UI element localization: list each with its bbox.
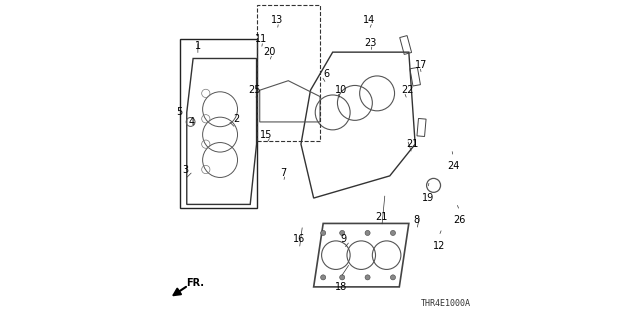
Text: 10: 10: [335, 85, 347, 95]
Circle shape: [321, 230, 326, 236]
Text: 2: 2: [233, 114, 239, 124]
Circle shape: [365, 230, 370, 236]
Text: 16: 16: [293, 234, 305, 244]
Text: THR4E1000A: THR4E1000A: [420, 299, 470, 308]
Circle shape: [390, 230, 396, 236]
Bar: [410, 68, 420, 86]
Text: 6: 6: [323, 69, 330, 79]
Text: 14: 14: [363, 15, 375, 25]
Bar: [400, 36, 412, 54]
Circle shape: [365, 275, 370, 280]
Circle shape: [340, 230, 345, 236]
Circle shape: [321, 275, 326, 280]
Text: 22: 22: [401, 85, 413, 95]
Text: 20: 20: [263, 47, 275, 57]
Circle shape: [340, 275, 345, 280]
Text: 19: 19: [422, 193, 434, 203]
Text: 25: 25: [249, 85, 261, 95]
Text: 4: 4: [188, 117, 195, 127]
Text: 18: 18: [335, 282, 347, 292]
Text: FR.: FR.: [186, 278, 204, 288]
Text: 11: 11: [255, 35, 268, 44]
Text: 23: 23: [365, 38, 377, 48]
Text: 8: 8: [413, 215, 420, 225]
Text: 24: 24: [447, 161, 460, 171]
Text: 1: 1: [195, 41, 201, 51]
Text: 21: 21: [406, 139, 418, 149]
Text: 17: 17: [415, 60, 428, 70]
Text: 21: 21: [376, 212, 388, 222]
Text: 26: 26: [453, 215, 466, 225]
Text: 7: 7: [280, 168, 287, 178]
Text: 12: 12: [433, 241, 445, 251]
Text: 13: 13: [271, 15, 284, 25]
Circle shape: [390, 275, 396, 280]
Bar: [417, 118, 426, 137]
Text: 15: 15: [260, 130, 272, 140]
Text: 9: 9: [340, 234, 347, 244]
Text: 3: 3: [182, 164, 188, 174]
Text: 5: 5: [176, 108, 182, 117]
